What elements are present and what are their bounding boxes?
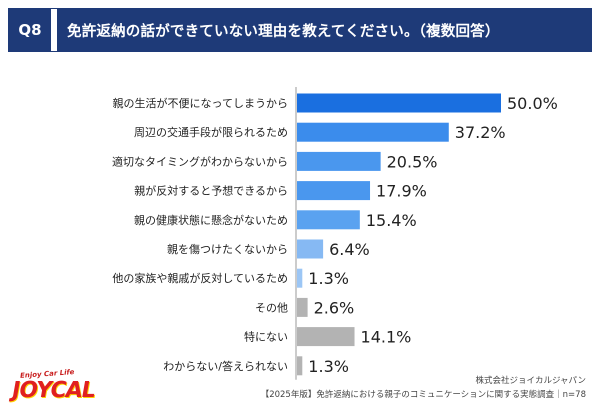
bar bbox=[297, 327, 355, 347]
bar bbox=[297, 151, 381, 171]
bar bbox=[297, 93, 501, 113]
question-title: 免許返納の話ができていない理由を教えてください。（複数回答） bbox=[57, 9, 591, 51]
bar bbox=[297, 268, 303, 288]
value-label: 15.4% bbox=[366, 211, 417, 230]
category-label: 周辺の交通手段が限られるため bbox=[134, 125, 288, 139]
category-label: 親を傷つけたくないから bbox=[167, 242, 288, 256]
value-label: 1.3% bbox=[308, 357, 349, 376]
logo-name: JOYCAL bbox=[9, 378, 97, 403]
category-label: 親の生活が不便になってしまうから bbox=[113, 96, 288, 110]
category-label: 親が反対すると予想できるから bbox=[134, 184, 288, 198]
bar bbox=[297, 122, 449, 142]
value-label: 50.0% bbox=[507, 94, 558, 113]
category-label: 他の家族や親戚が反対しているため bbox=[112, 271, 288, 285]
bar bbox=[297, 239, 324, 259]
category-label: 特にない bbox=[244, 330, 288, 344]
value-label: 14.1% bbox=[361, 328, 412, 347]
value-label: 6.4% bbox=[329, 240, 370, 259]
category-label: 適切なタイミングがわからないから bbox=[112, 154, 288, 168]
value-label: 17.9% bbox=[376, 182, 427, 201]
value-label: 20.5% bbox=[387, 152, 438, 171]
value-label: 2.6% bbox=[314, 298, 355, 317]
value-label: 37.2% bbox=[455, 123, 506, 142]
bar bbox=[297, 356, 303, 376]
joycal-logo: Enjoy Car Life JOYCAL bbox=[9, 368, 108, 410]
company-name: 株式会社ジョイカルジャパン bbox=[475, 376, 586, 386]
category-label: わからない/答えられない bbox=[163, 359, 288, 373]
bar bbox=[297, 297, 308, 317]
survey-note: 【2025年版】免許返納における親子のコミュニケーションに関する実態調査｜n=7… bbox=[260, 390, 586, 400]
question-number: Q8 bbox=[9, 9, 51, 51]
value-label: 1.3% bbox=[308, 269, 349, 288]
bar bbox=[297, 181, 371, 201]
bar bbox=[297, 210, 360, 230]
question-header: Q8 免許返納の話ができていない理由を教えてください。（複数回答） bbox=[8, 8, 592, 52]
category-label: その他 bbox=[255, 301, 288, 314]
category-label: 親の健康状態に懸念がないため bbox=[134, 213, 288, 227]
